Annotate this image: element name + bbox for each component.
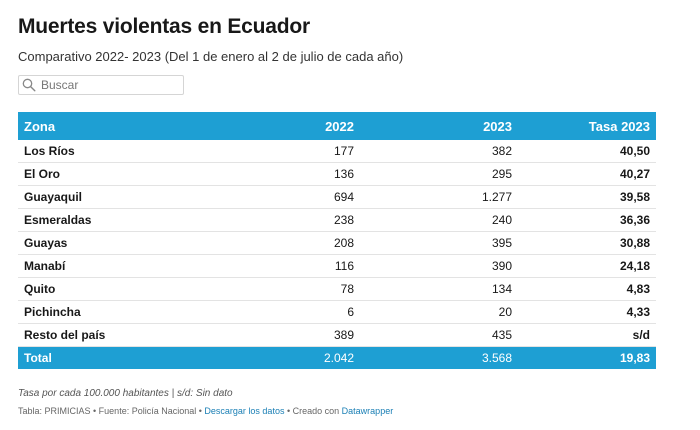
datawrapper-link[interactable]: Datawrapper (341, 406, 394, 416)
cell-2022: 389 (212, 323, 360, 347)
cell-2023: 295 (360, 162, 518, 186)
cell-2022: 208 (212, 231, 360, 255)
cell-zona: Esmeraldas (18, 208, 212, 232)
cell-tasa: 4,33 (518, 300, 656, 324)
cell-2023: 395 (360, 231, 518, 255)
table-row: Pichincha 6 20 4,33 (18, 300, 656, 324)
cell-2023: 240 (360, 208, 518, 232)
cell-2022: 694 (212, 185, 360, 209)
cell-zona: Quito (18, 277, 212, 301)
cell-zona: Guayaquil (18, 185, 212, 209)
search-input[interactable] (41, 78, 171, 92)
cell-zona: Los Ríos (18, 140, 212, 163)
table-row: Esmeraldas 238 240 36,36 (18, 208, 656, 232)
column-header-zona[interactable]: Zona (18, 112, 212, 140)
footnote: Tasa por cada 100.000 habitantes | s/d: … (18, 388, 233, 399)
column-header-tasa-2023[interactable]: Tasa 2023 (518, 112, 656, 140)
cell-2023: 20 (360, 300, 518, 324)
cell-tasa: 36,36 (518, 208, 656, 232)
source-text: Tabla: PRIMICIAS • Fuente: Policía Nacio… (18, 406, 202, 416)
cell-tasa: 40,50 (518, 140, 656, 163)
cell-2023: 435 (360, 323, 518, 347)
cell-tasa: 4,83 (518, 277, 656, 301)
cell-2023: 390 (360, 254, 518, 278)
column-header-2023[interactable]: 2023 (360, 112, 518, 140)
cell-zona: El Oro (18, 162, 212, 186)
cell-tasa: 40,27 (518, 162, 656, 186)
table-total-row: Total 2.042 3.568 19,83 (18, 346, 656, 369)
cell-2022: 6 (212, 300, 360, 324)
page-subtitle: Comparativo 2022- 2023 (Del 1 de enero a… (18, 49, 404, 64)
table-row: Guayaquil 694 1.277 39,58 (18, 185, 656, 209)
search-box[interactable] (18, 75, 184, 95)
cell-tasa: 24,18 (518, 254, 656, 278)
cell-2022: 78 (212, 277, 360, 301)
cell-2022: 177 (212, 140, 360, 163)
total-2022: 2.042 (212, 346, 360, 369)
cell-2023: 134 (360, 277, 518, 301)
search-icon (22, 78, 36, 92)
cell-2022: 136 (212, 162, 360, 186)
source-line: Tabla: PRIMICIAS • Fuente: Policía Nacio… (18, 405, 656, 417)
chart-container: Muertes violentas en Ecuador Comparativo… (18, 14, 656, 417)
table-row: El Oro 136 295 40,27 (18, 162, 656, 186)
cell-zona: Resto del país (18, 323, 212, 347)
table-header-row: Zona 2022 2023 Tasa 2023 (18, 112, 656, 140)
total-label: Total (18, 346, 212, 369)
total-2023: 3.568 (360, 346, 518, 369)
page-title: Muertes violentas en Ecuador (18, 15, 310, 38)
cell-2023: 1.277 (360, 185, 518, 209)
table-row: Quito 78 134 4,83 (18, 277, 656, 301)
data-table: Zona 2022 2023 Tasa 2023 Los Ríos 177 38… (18, 112, 656, 369)
column-header-2022[interactable]: 2022 (212, 112, 360, 140)
table-row: Manabí 116 390 24,18 (18, 254, 656, 278)
table-row: Los Ríos 177 382 40,50 (18, 140, 656, 163)
cell-zona: Manabí (18, 254, 212, 278)
table-row: Guayas 208 395 30,88 (18, 231, 656, 255)
cell-tasa: 30,88 (518, 231, 656, 255)
cell-2022: 116 (212, 254, 360, 278)
cell-zona: Pichincha (18, 300, 212, 324)
total-tasa: 19,83 (518, 346, 656, 369)
table-row: Resto del país 389 435 s/d (18, 323, 656, 347)
download-data-link[interactable]: Descargar los datos (204, 406, 285, 416)
cell-tasa: 39,58 (518, 185, 656, 209)
cell-zona: Guayas (18, 231, 212, 255)
created-with-text: • Creado con (286, 406, 340, 416)
cell-2023: 382 (360, 140, 518, 163)
cell-2022: 238 (212, 208, 360, 232)
cell-tasa: s/d (518, 323, 656, 347)
